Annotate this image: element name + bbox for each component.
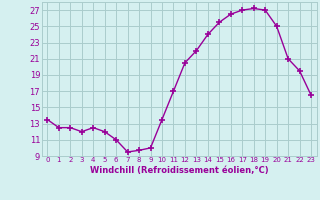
X-axis label: Windchill (Refroidissement éolien,°C): Windchill (Refroidissement éolien,°C) [90, 166, 268, 175]
